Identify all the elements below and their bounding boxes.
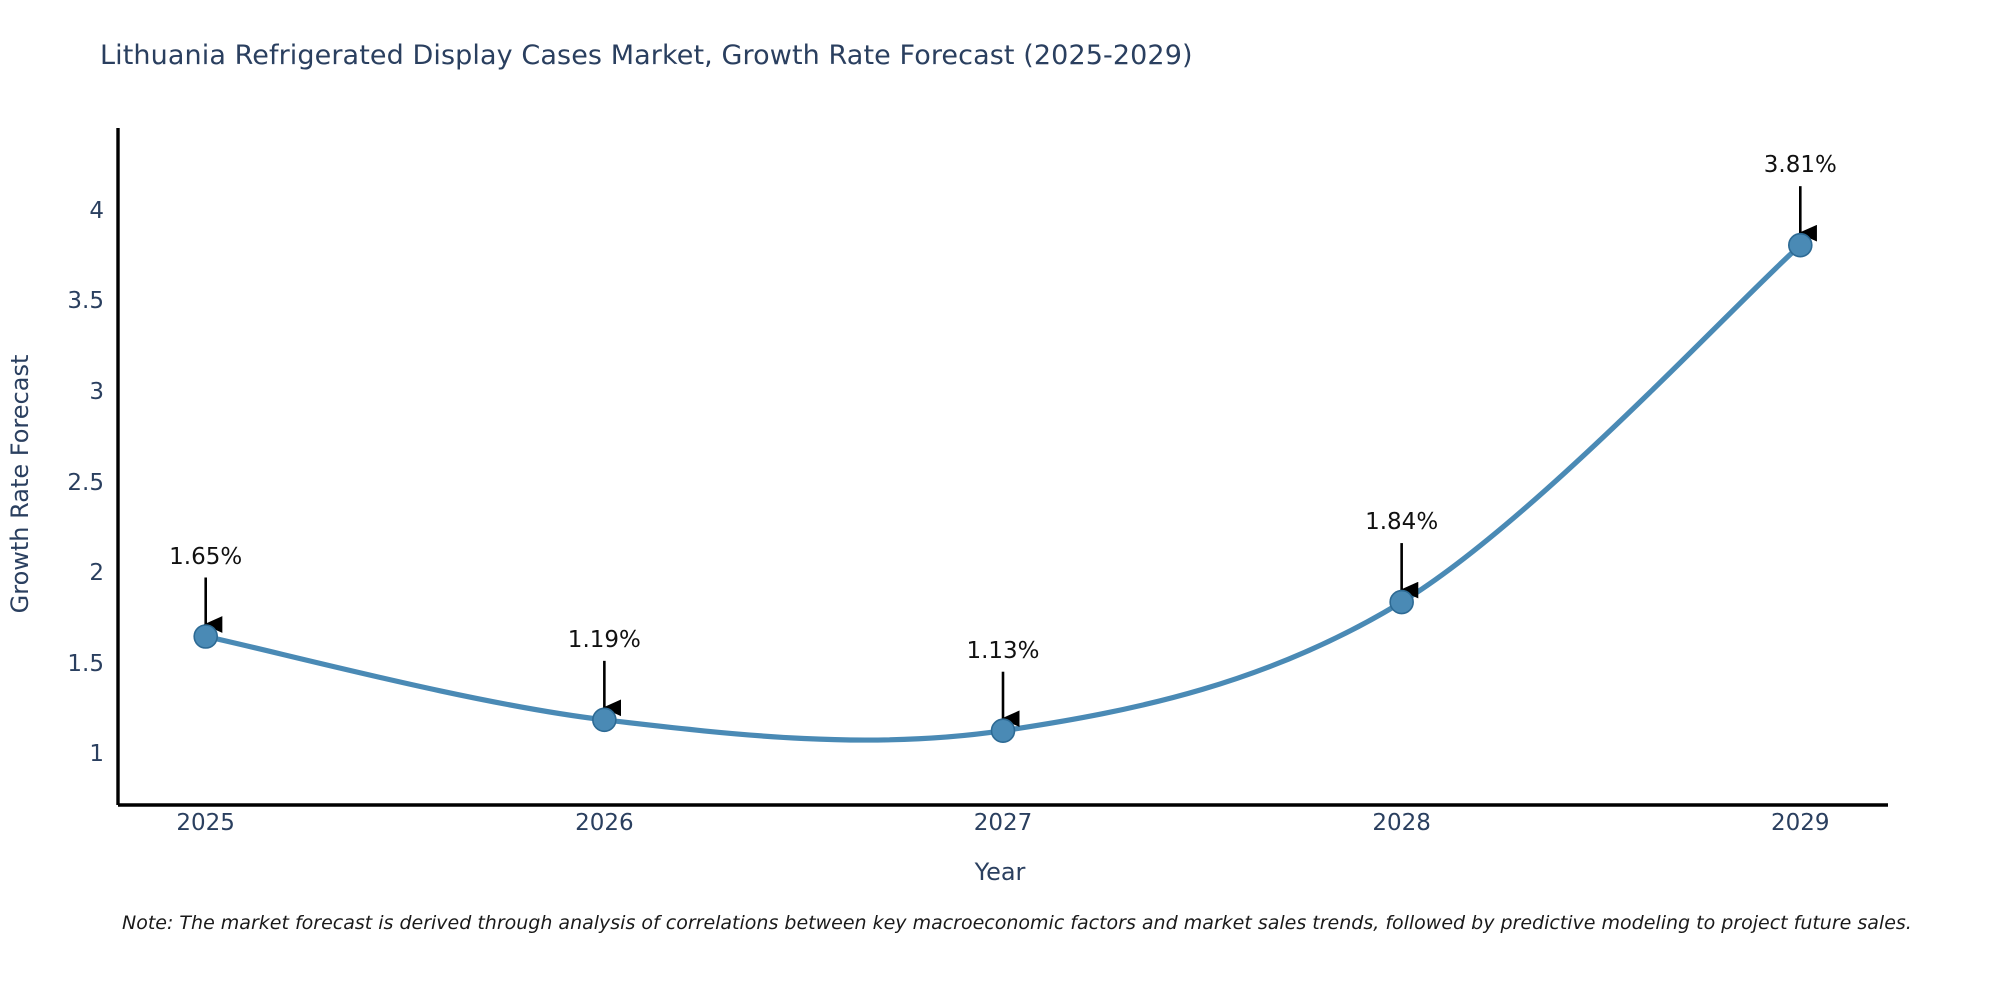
data-point-2027 [990, 718, 1016, 744]
x-tick-2029: 2029 [1771, 810, 1830, 836]
y-tick-1: 1 [89, 741, 104, 768]
data-label-2028: 1.84% [1365, 509, 1439, 536]
y-tick-2: 2 [89, 560, 104, 587]
x-tick-2026: 2026 [575, 810, 634, 836]
data-point-2025 [193, 624, 219, 649]
y-tick-3: 3 [89, 378, 104, 405]
y-tick-4: 4 [89, 197, 104, 224]
x-tick-2028: 2028 [1372, 810, 1431, 836]
x-tick-2025: 2025 [176, 810, 235, 836]
x-tick-2027: 2027 [973, 810, 1033, 836]
data-label-2026: 1.19% [567, 626, 641, 653]
data-label-2025: 1.65% [169, 543, 243, 570]
data-label-2027: 1.13% [966, 637, 1040, 664]
footnote: Note: The market forecast is derived thr… [122, 912, 1912, 934]
axis-lines [116, 128, 1888, 807]
data-point-2028 [1389, 589, 1414, 615]
data-label-2029: 3.81% [1763, 152, 1837, 179]
data-point-2029 [1787, 232, 1813, 258]
y-tick-1.5: 1.5 [67, 650, 104, 677]
y-tick-2.5: 2.5 [67, 469, 104, 496]
x-axis-title: Year [974, 858, 1026, 886]
annotation-arrows [203, 186, 1817, 728]
page-title: Lithuania Refrigerated Display Cases Mar… [100, 40, 1193, 71]
y-tick-3.5: 3.5 [67, 288, 104, 315]
data-point-2026 [592, 707, 617, 733]
data-series-line [203, 242, 1803, 743]
data-point-markers [193, 232, 1813, 744]
